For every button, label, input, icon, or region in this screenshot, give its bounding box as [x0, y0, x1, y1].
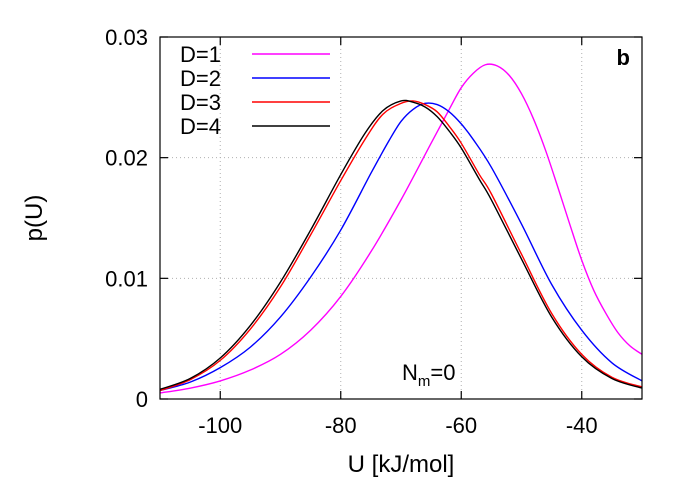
legend: D=1D=2D=3D=4 — [180, 42, 330, 139]
y-tick-label-2: 0.02 — [105, 146, 148, 171]
grid — [160, 36, 642, 400]
plot-frame — [159, 36, 643, 400]
legend-label-3: D=4 — [180, 114, 221, 139]
legend-label-2: D=3 — [180, 90, 221, 115]
x-tick-label-0: -100 — [198, 413, 242, 438]
series-line-d-3 — [159, 100, 643, 392]
x-tick-label-2: -60 — [445, 413, 477, 438]
legend-label-1: D=2 — [180, 66, 221, 91]
series-lines — [159, 63, 643, 394]
annotation-subscript: m — [418, 373, 431, 390]
tick-labels: -100 -80 -60 -40 0 0.01 0.02 0.03 — [105, 25, 597, 438]
series-line-d-2 — [159, 102, 643, 392]
axis-ticks — [160, 36, 642, 400]
x-tick-label-1: -80 — [325, 413, 357, 438]
y-tick-label-0: 0 — [136, 387, 148, 412]
y-axis-label: p(U) — [21, 195, 48, 242]
annotation-suffix: =0 — [430, 360, 455, 385]
x-axis-label: U [kJ/mol] — [348, 451, 455, 478]
x-tick-label-3: -40 — [566, 413, 598, 438]
panel-label: b — [617, 45, 630, 70]
y-tick-label-3: 0.03 — [105, 25, 148, 50]
series-line-d-4 — [159, 99, 643, 391]
series-line-d-1 — [159, 63, 643, 394]
legend-label-0: D=1 — [180, 42, 221, 67]
nm-annotation: Nm=0 — [402, 360, 455, 390]
y-tick-label-1: 0.01 — [105, 266, 148, 291]
annotation-base: N — [402, 360, 418, 385]
